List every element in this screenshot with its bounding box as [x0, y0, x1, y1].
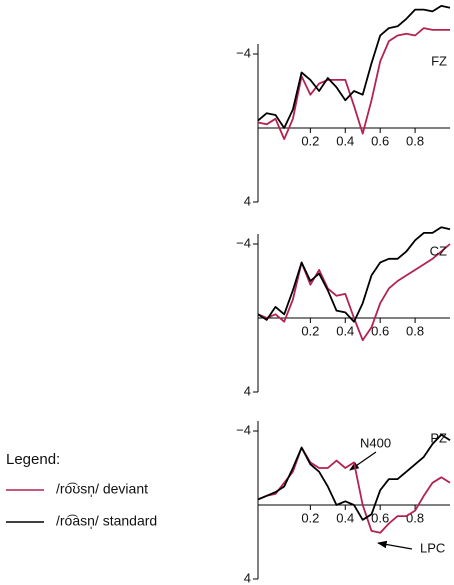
x-tick-label: 0.8 [406, 323, 424, 338]
x-tick-label: 0.2 [301, 510, 319, 525]
x-tick-label: 0.2 [301, 323, 319, 338]
electrode-label: CZ [430, 243, 447, 258]
electrode-label: PZ [430, 430, 447, 445]
x-tick-label: 0.4 [336, 323, 354, 338]
series-line [257, 243, 451, 342]
x-tick-label: 0.4 [336, 510, 354, 525]
series-line [257, 433, 451, 521]
annotation-arrow [349, 451, 377, 471]
x-tick-label: 0.6 [371, 510, 389, 525]
y-tick-label: −4 [236, 45, 251, 60]
annotation: LPC [420, 540, 445, 555]
x-tick-label: 0.4 [336, 133, 354, 148]
x-tick-label: 0.8 [406, 133, 424, 148]
annotation-arrow [377, 540, 413, 550]
y-tick-label: 4 [244, 193, 251, 208]
y-tick-label: −4 [236, 235, 251, 250]
electrode-label: FZ [431, 53, 447, 68]
annotation: N400 [360, 435, 391, 450]
series-line [257, 5, 451, 129]
x-tick-label: 0.8 [406, 510, 424, 525]
x-tick-label: 0.6 [371, 133, 389, 148]
legend-label: /ro͡ʊsn̩/ deviant [56, 481, 148, 497]
legend-title: Legend: [6, 451, 60, 468]
x-tick-label: 0.6 [371, 323, 389, 338]
legend-label: /ro͡asn̩/ standard [56, 513, 157, 529]
y-tick-label: −4 [236, 422, 251, 437]
y-tick-label: 4 [244, 383, 251, 398]
series-line [257, 27, 450, 140]
x-tick-label: 0.2 [301, 133, 319, 148]
y-tick-label: 4 [244, 570, 251, 585]
series-line [257, 226, 451, 323]
